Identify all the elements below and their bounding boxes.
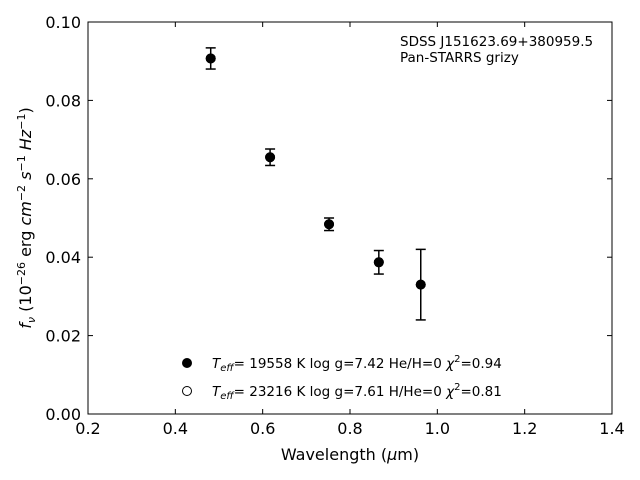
y-axis-ticks: 0.00 0.02 0.04 0.06 0.08 0.10 bbox=[45, 13, 612, 424]
legend: Teff= 19558 K log g=7.42 He/H=0 χ2=0.94 … bbox=[182, 354, 502, 402]
x-tick-label: 1.2 bbox=[512, 419, 537, 438]
y-axis-label: fν (10−26 erg cm−2 s−1 Hz−1) bbox=[15, 107, 38, 328]
y-tick-label: 0.08 bbox=[45, 91, 81, 110]
legend-entry-2: Teff= 23216 K log g=7.61 H/He=0 χ2=0.81 bbox=[212, 382, 502, 402]
data-point-filled bbox=[324, 219, 335, 230]
x-axis-label: Wavelength (μm) bbox=[281, 445, 419, 464]
x-tick-label: 0.4 bbox=[163, 419, 188, 438]
y-tick-label: 0.00 bbox=[45, 405, 81, 424]
legend-marker-filled bbox=[182, 358, 192, 368]
x-tick-label: 0.6 bbox=[250, 419, 275, 438]
annotation-object-name: SDSS J151623.69+380959.5 bbox=[400, 34, 593, 50]
plot-area bbox=[87, 21, 613, 415]
x-axis-ticks: 0.2 0.4 0.6 0.8 1.0 1.2 1.4 bbox=[75, 22, 625, 438]
y-tick-label: 0.10 bbox=[45, 13, 81, 32]
y-tick-label: 0.04 bbox=[45, 248, 81, 267]
y-tick-label: 0.06 bbox=[45, 170, 81, 189]
legend-entry-1: Teff= 19558 K log g=7.42 He/H=0 χ2=0.94 bbox=[212, 354, 502, 374]
data-point-filled bbox=[265, 152, 276, 163]
legend-marker-open bbox=[182, 386, 192, 396]
data-point-filled bbox=[205, 53, 216, 64]
series-filled-markers bbox=[205, 53, 426, 290]
data-point-filled bbox=[373, 257, 384, 268]
annotation-survey: Pan-STARRS grizy bbox=[400, 50, 519, 66]
x-tick-label: 1.0 bbox=[425, 419, 450, 438]
x-tick-label: 0.8 bbox=[337, 419, 362, 438]
x-tick-label: 0.2 bbox=[75, 419, 100, 438]
y-tick-label: 0.02 bbox=[45, 327, 81, 346]
data-point-filled bbox=[415, 279, 426, 290]
x-tick-label: 1.4 bbox=[599, 419, 624, 438]
